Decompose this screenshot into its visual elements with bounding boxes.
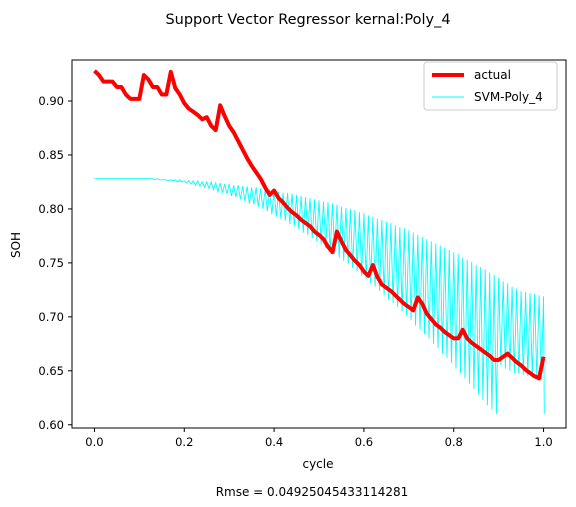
y-tick-label: 0.90	[38, 94, 64, 108]
svm-poly-4-line	[94, 178, 545, 414]
y-tick-label: 0.75	[38, 256, 64, 270]
x-tick-label: 0.2	[175, 435, 193, 449]
y-axis-label: SOH	[9, 232, 23, 258]
y-tick-label: 0.70	[38, 310, 64, 324]
rmse-footer: Rmse = 0.04925045433114281	[216, 485, 409, 499]
x-tick-label: 0.4	[265, 435, 283, 449]
legend-label-svm-poly-4: SVM-Poly_4	[474, 90, 543, 104]
y-tick-label: 0.85	[38, 148, 64, 162]
x-tick-label: 0.6	[355, 435, 373, 449]
series-svm-poly-4	[94, 178, 545, 414]
y-tick-label: 0.65	[38, 364, 64, 378]
axes-frame	[71, 59, 567, 429]
y-tick-label: 0.60	[38, 418, 64, 432]
x-tick-label: 1.0	[534, 435, 552, 449]
series-actual	[93, 69, 546, 381]
x-axis-label: cycle	[302, 457, 333, 471]
x-tick-label: 0.0	[85, 435, 103, 449]
y-tick-label: 0.80	[38, 202, 64, 216]
y-axis-ticks: 0.60 0.65 0.70 0.75 0.80 0.85 0.90	[38, 94, 72, 432]
plot-area	[71, 59, 567, 429]
chart-title: Support Vector Regressor kernal:Poly_4	[165, 12, 450, 28]
x-tick-label: 0.8	[445, 435, 463, 449]
x-axis-ticks: 0.0 0.2 0.4 0.6 0.8 1.0	[85, 428, 553, 449]
actual-line	[93, 69, 546, 381]
legend: actual SVM-Poly_4	[423, 61, 558, 111]
legend-label-actual: actual	[474, 68, 511, 82]
